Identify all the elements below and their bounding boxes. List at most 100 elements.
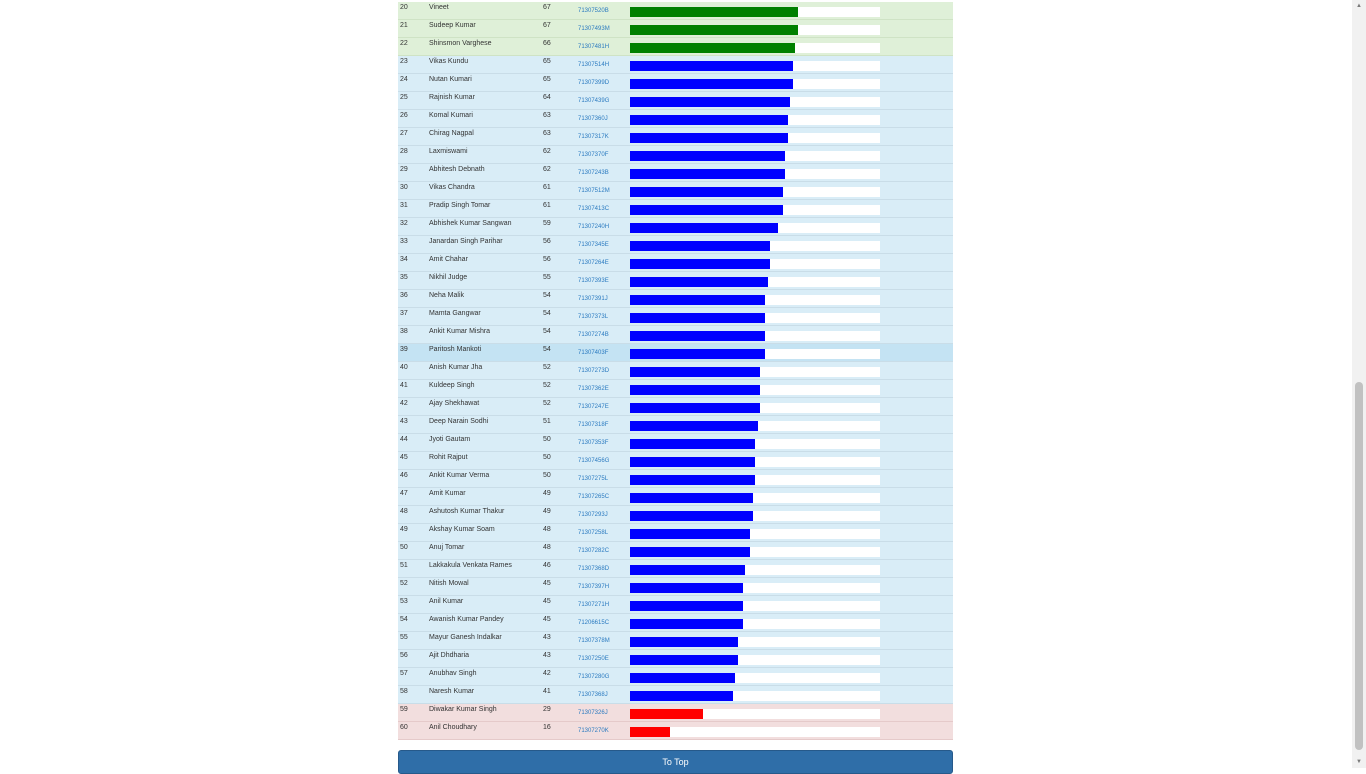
- roll-number-link[interactable]: 71307318F: [578, 422, 609, 428]
- rank-cell: 31: [400, 202, 408, 209]
- table-row: 23 Vikas Kundu 65 71307514H: [398, 56, 953, 74]
- score-cell: 43: [543, 652, 551, 659]
- rank-cell: 22: [400, 40, 408, 47]
- name-cell: Jyoti Gautam: [429, 436, 471, 443]
- score-bar-track: [630, 187, 880, 197]
- score-bar-track: [630, 691, 880, 701]
- roll-number-link[interactable]: 71307393E: [578, 278, 609, 284]
- roll-number-link[interactable]: 71307247E: [578, 404, 609, 410]
- score-bar-track: [630, 151, 880, 161]
- to-top-button[interactable]: To Top: [398, 750, 953, 774]
- roll-number-link[interactable]: 71307512M: [578, 188, 610, 194]
- roll-number-link[interactable]: 71307274B: [578, 332, 609, 338]
- roll-number-link[interactable]: 71307240H: [578, 224, 610, 230]
- score-cell: 41: [543, 688, 551, 695]
- score-bar-fill: [630, 223, 778, 233]
- roll-number-link[interactable]: 71307481H: [578, 44, 610, 50]
- table-row: 33 Janardan Singh Parihar 56 71307345E: [398, 236, 953, 254]
- rank-cell: 45: [400, 454, 408, 461]
- roll-number-link[interactable]: 71307293J: [578, 512, 608, 518]
- roll-number-link[interactable]: 71307317K: [578, 134, 609, 140]
- name-cell: Vikas Kundu: [429, 58, 469, 65]
- score-bar-track: [630, 511, 880, 521]
- roll-number-link[interactable]: 71307368J: [578, 692, 608, 698]
- rank-cell: 58: [400, 688, 408, 695]
- roll-number-link[interactable]: 71307413C: [578, 206, 610, 212]
- roll-number-link[interactable]: 71307353F: [578, 440, 609, 446]
- roll-number-link[interactable]: 71307378M: [578, 638, 610, 644]
- score-cell: 67: [543, 4, 551, 11]
- score-bar-fill: [630, 493, 753, 503]
- name-cell: Awanish Kumar Pandey: [429, 616, 504, 623]
- rank-cell: 52: [400, 580, 408, 587]
- roll-number-link[interactable]: 71307391J: [578, 296, 608, 302]
- roll-number-link[interactable]: 71307273D: [578, 368, 610, 374]
- rank-cell: 34: [400, 256, 408, 263]
- roll-number-link[interactable]: 71307397H: [578, 584, 610, 590]
- score-bar-track: [630, 115, 880, 125]
- score-cell: 29: [543, 706, 551, 713]
- roll-number-link[interactable]: 71307493M: [578, 26, 610, 32]
- name-cell: Anubhav Singh: [429, 670, 477, 677]
- roll-number-link[interactable]: 71307271H: [578, 602, 610, 608]
- rank-cell: 25: [400, 94, 408, 101]
- roll-number-link[interactable]: 71307520B: [578, 8, 609, 14]
- roll-number-link[interactable]: 71307258L: [578, 530, 609, 536]
- name-cell: Chirag Nagpal: [429, 130, 474, 137]
- score-cell: 54: [543, 328, 551, 335]
- name-cell: Mayur Ganesh Indalkar: [429, 634, 502, 641]
- roll-number-link[interactable]: 71307456G: [578, 458, 610, 464]
- roll-number-link[interactable]: 71307280G: [578, 674, 610, 680]
- rank-cell: 37: [400, 310, 408, 317]
- name-cell: Pradip Singh Tomar: [429, 202, 491, 209]
- roll-number-link[interactable]: 71307403F: [578, 350, 609, 356]
- scroll-thumb[interactable]: [1355, 382, 1363, 750]
- score-cell: 50: [543, 472, 551, 479]
- rank-cell: 41: [400, 382, 408, 389]
- rank-cell: 47: [400, 490, 408, 497]
- roll-number-link[interactable]: 71307368D: [578, 566, 610, 572]
- rank-cell: 57: [400, 670, 408, 677]
- rank-cell: 55: [400, 634, 408, 641]
- roll-number-link[interactable]: 71307514H: [578, 62, 610, 68]
- score-bar-fill: [630, 187, 783, 197]
- roll-number-link[interactable]: 71307265C: [578, 494, 610, 500]
- roll-number-link[interactable]: 71307439G: [578, 98, 610, 104]
- roll-number-link[interactable]: 71307250E: [578, 656, 609, 662]
- score-cell: 52: [543, 400, 551, 407]
- score-bar-track: [630, 295, 880, 305]
- score-bar-fill: [630, 385, 760, 395]
- roll-number-link[interactable]: 71307326J: [578, 710, 608, 716]
- scroll-up-icon[interactable]: ▲: [1356, 3, 1362, 9]
- score-bar-track: [630, 547, 880, 557]
- score-bar-track: [630, 241, 880, 251]
- score-cell: 50: [543, 436, 551, 443]
- table-row: 39 Paritosh Mankoti 54 71307403F: [398, 344, 953, 362]
- roll-number-link[interactable]: 71307282C: [578, 548, 610, 554]
- roll-number-link[interactable]: 71307399D: [578, 80, 610, 86]
- roll-number-link[interactable]: 71206615C: [578, 620, 610, 626]
- score-cell: 54: [543, 310, 551, 317]
- roll-number-link[interactable]: 71307243B: [578, 170, 609, 176]
- roll-number-link[interactable]: 71307362E: [578, 386, 609, 392]
- roll-number-link[interactable]: 71307360J: [578, 116, 608, 122]
- table-row: 55 Mayur Ganesh Indalkar 43 71307378M: [398, 632, 953, 650]
- score-cell: 45: [543, 580, 551, 587]
- rank-cell: 46: [400, 472, 408, 479]
- table-row: 21 Sudeep Kumar 67 71307493M: [398, 20, 953, 38]
- score-bar-fill: [630, 421, 758, 431]
- rank-cell: 35: [400, 274, 408, 281]
- name-cell: Lakkakula Venkata Rames: [429, 562, 512, 569]
- roll-number-link[interactable]: 71307373L: [578, 314, 609, 320]
- roll-number-link[interactable]: 71307345E: [578, 242, 609, 248]
- page-scrollbar[interactable]: ▲ ▼: [1352, 0, 1366, 768]
- score-bar-fill: [630, 691, 733, 701]
- table-row: 37 Mamta Gangwar 54 71307373L: [398, 308, 953, 326]
- roll-number-link[interactable]: 71307270K: [578, 728, 609, 734]
- score-cell: 48: [543, 544, 551, 551]
- roll-number-link[interactable]: 71307264E: [578, 260, 609, 266]
- scroll-down-icon[interactable]: ▼: [1356, 759, 1362, 765]
- roll-number-link[interactable]: 71307275L: [578, 476, 609, 482]
- score-bar-track: [630, 223, 880, 233]
- roll-number-link[interactable]: 71307370F: [578, 152, 609, 158]
